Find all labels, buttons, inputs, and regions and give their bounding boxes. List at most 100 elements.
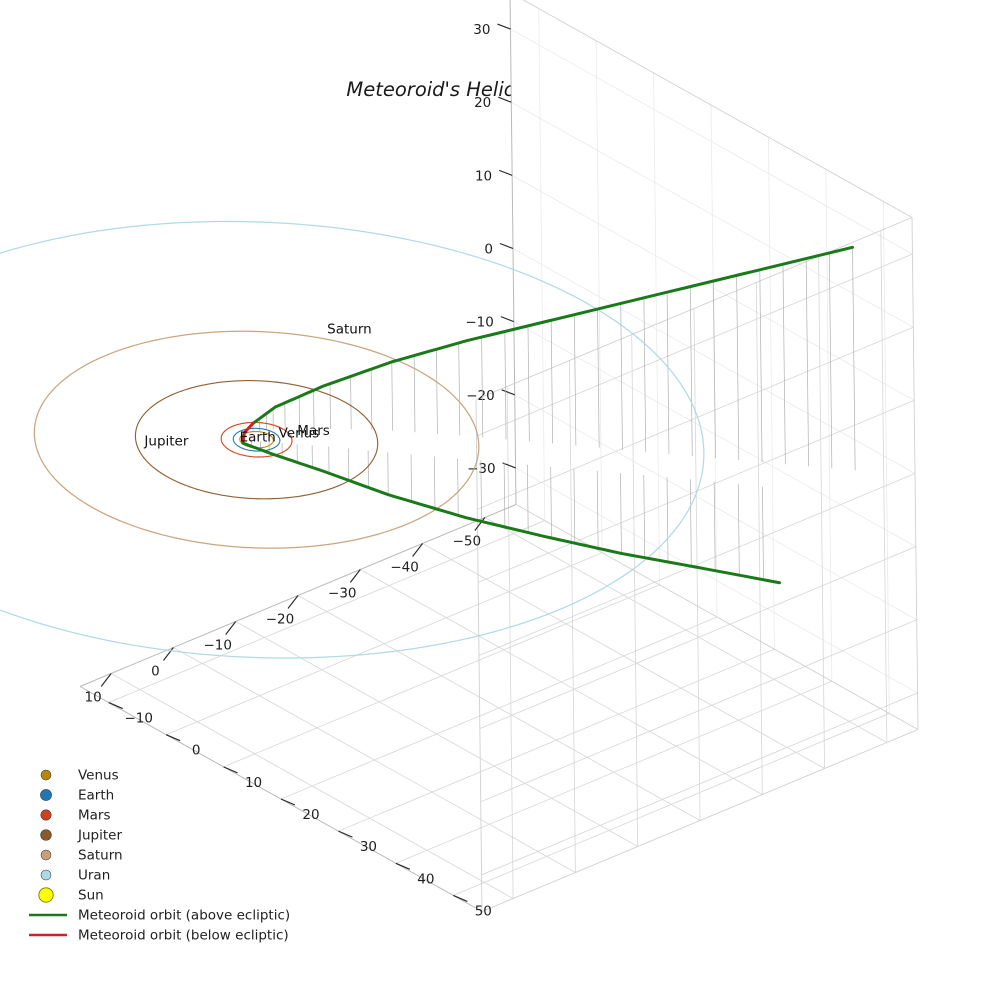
trajectory-stem	[481, 337, 484, 438]
x-axis-tick	[349, 569, 361, 583]
axis-box-edge	[515, 504, 919, 730]
legend-item-uran[interactable]: Uran	[40, 868, 110, 884]
body-saturn: Saturn	[327, 322, 372, 338]
trajectory-stem	[436, 349, 438, 434]
x-axis-tick	[412, 543, 424, 557]
z-axis-tick-label: 0	[484, 242, 493, 258]
trajectory-stem	[597, 309, 600, 448]
legend-item-meteoroid-orbit-above-ecliptic[interactable]: Meteoroid orbit (above ecliptic)	[29, 908, 290, 924]
z-axis-tick-label: 10	[475, 168, 492, 184]
left-wall-gridline-z	[510, 28, 913, 255]
trajectory-stem	[457, 458, 459, 516]
axes-tick-labels: −30 −20 −10 0 10 20 30 −50 −40 −30 −20 −10 0 10 −10 0 10…	[85, 22, 496, 919]
z-axis-tick	[499, 242, 514, 250]
floor-gridline-y	[280, 616, 718, 800]
y-axis-tick-label: −10	[124, 711, 153, 727]
y-axis-tick	[223, 766, 238, 774]
body-label-venus: Venus	[279, 425, 320, 441]
z-axis-tick-label: −10	[465, 315, 494, 331]
floor-gridline-y	[453, 713, 890, 896]
z-axis-tick-label: 30	[473, 22, 490, 38]
orbit-ellipse-uran	[0, 220, 705, 659]
back-wall-gridline-z	[476, 253, 913, 437]
floor-gridline-y	[108, 520, 545, 703]
floor-gridline-y	[223, 584, 660, 768]
y-axis-tick	[453, 894, 468, 902]
trajectory-stem	[574, 314, 577, 446]
legend-item-saturn[interactable]: Saturn	[40, 848, 123, 864]
body-earth: Earth	[240, 429, 276, 445]
left-wall-gridline-z	[511, 101, 914, 328]
legend-marker-jupiter	[40, 829, 52, 841]
body-label-saturn: Saturn	[327, 322, 372, 338]
x-axis-tick-label: 10	[85, 690, 102, 706]
x-axis-tick-label: −20	[266, 612, 295, 628]
planet-orbit-ellipses	[0, 220, 705, 659]
legend-label: Saturn	[78, 848, 123, 864]
trajectory-stem	[782, 264, 786, 465]
trajectory-stem	[666, 292, 670, 454]
legend-marker-saturn	[40, 849, 52, 861]
back-wall-gridline-z	[477, 399, 915, 583]
axis-box-edge	[522, 0, 913, 218]
orbit-ellipse-jupiter	[134, 380, 379, 500]
trajectory-stem	[573, 468, 576, 544]
x-axis-tick-label: −10	[203, 638, 232, 654]
legend-item-mars[interactable]: Mars	[40, 808, 111, 824]
trajectory-stem	[433, 456, 436, 509]
y-axis-tick	[395, 862, 411, 870]
legend-label: Uran	[78, 868, 110, 884]
trajectory-stem	[643, 475, 646, 558]
trajectory-stem	[805, 258, 809, 467]
legend-item-sun[interactable]: Sun	[38, 887, 104, 904]
legend-label: Earth	[78, 788, 114, 804]
axis-box-edge	[481, 729, 919, 912]
x-axis-tick-label: −40	[390, 560, 419, 576]
z-axis-tick	[502, 462, 516, 469]
trajectory-stem	[596, 470, 599, 549]
z-axis-tick	[498, 96, 512, 103]
axis-box-edge	[475, 399, 483, 912]
trajectory-stem	[391, 361, 393, 431]
legend-marker-venus	[40, 769, 52, 781]
trajectory-stem	[550, 466, 552, 539]
trajectory-stem	[759, 269, 763, 463]
legend-label: Venus	[78, 768, 119, 784]
legend-marker-sun	[38, 887, 54, 903]
z-axis-tick	[497, 23, 511, 30]
y-axis-tick-label: 10	[245, 775, 262, 791]
legend-item-jupiter[interactable]: Jupiter	[40, 828, 123, 844]
orbit-ellipse-mars	[220, 421, 293, 458]
legend-label: Sun	[78, 888, 104, 904]
legend-item-venus[interactable]: Venus	[40, 768, 119, 784]
legend-marker-earth	[40, 789, 52, 801]
legend-label: Meteoroid orbit (above ecliptic)	[78, 908, 290, 924]
meteoroid-path-outgoing	[241, 441, 782, 585]
left-wall-gridline-z	[515, 467, 918, 694]
legend-marker-mars	[40, 809, 52, 821]
trajectory-stem	[503, 462, 506, 528]
axis-box-edge	[911, 217, 919, 730]
z-axis-tick-label: 20	[474, 95, 491, 111]
legend-item-meteoroid-orbit-below-ecliptic[interactable]: Meteoroid orbit (below ecliptic)	[29, 928, 289, 944]
y-axis-tick	[108, 702, 123, 710]
trajectory-stem	[666, 477, 669, 562]
axes-ticks	[100, 23, 516, 902]
y-axis-tick-label: 40	[417, 871, 434, 887]
trajectory-stem	[504, 331, 507, 440]
floor-gridline-y	[338, 648, 775, 832]
y-axis-tick	[165, 734, 181, 742]
y-axis-tick-label: 0	[192, 743, 201, 759]
legend-item-earth[interactable]: Earth	[40, 788, 114, 804]
x-axis-tick-label: 0	[151, 664, 160, 680]
legend-label: Jupiter	[77, 828, 122, 844]
back-wall-gridline-z	[480, 619, 917, 803]
body-venus: Venus	[279, 425, 320, 441]
x-axis-tick	[100, 673, 112, 687]
x-axis-tick	[474, 517, 486, 531]
z-axis-tick-label: −30	[467, 461, 496, 477]
floor-gridline-y	[165, 552, 603, 736]
axes-gridlines	[108, 8, 918, 899]
left-wall-gridline-z	[512, 248, 916, 474]
